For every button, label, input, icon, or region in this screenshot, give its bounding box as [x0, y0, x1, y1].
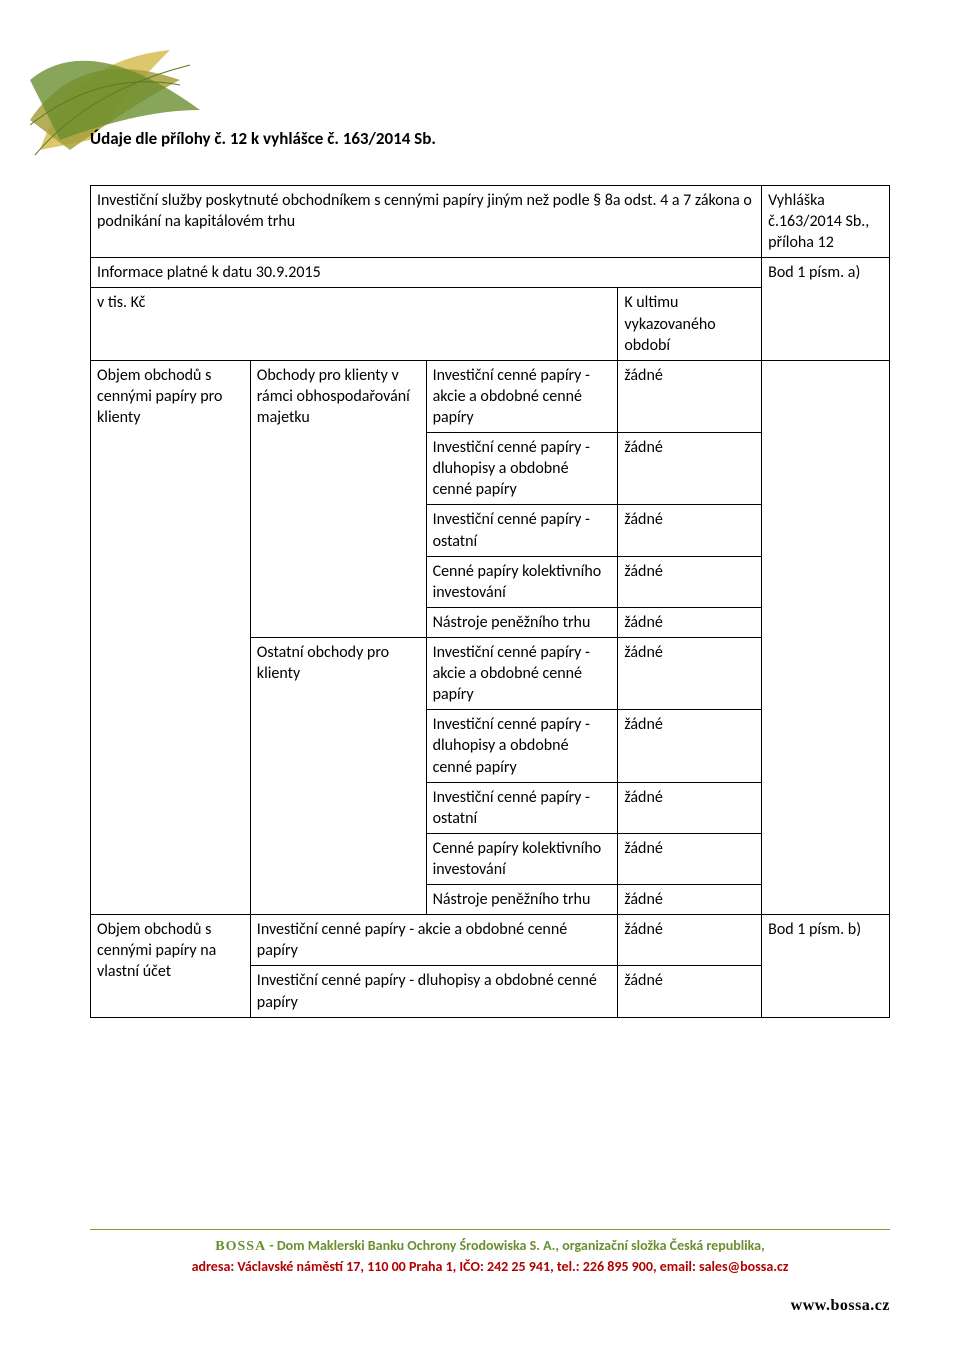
footer-rule — [90, 1229, 890, 1230]
footer-line-1: BOSSA - Dom Maklerski Banku Ochrony Środ… — [90, 1236, 890, 1257]
footer-url: www.bossa.cz — [90, 1295, 890, 1317]
ultimum-cell: K ultimu vykazovaného období — [618, 288, 762, 360]
value-cell: žádné — [618, 360, 762, 432]
value-cell: žádné — [618, 833, 762, 884]
section-2-label: Objem obchodů s cennými papíry na vlastn… — [91, 915, 251, 1017]
disclosure-table: Investiční služby poskytnuté obchodníkem… — [90, 185, 890, 1018]
value-cell: žádné — [618, 710, 762, 782]
value-cell: žádné — [618, 915, 762, 966]
instrument-cell: Investiční cenné papíry - dluhopisy a ob… — [250, 966, 618, 1017]
unit-cell: v tis. Kč — [91, 288, 618, 360]
instrument-cell: Investiční cenné papíry - ostatní — [426, 782, 618, 833]
header-title-cell: Investiční služby poskytnuté obchodníkem… — [91, 186, 762, 258]
ref-a-cont — [762, 360, 890, 914]
instrument-cell: Cenné papíry kolektivního investování — [426, 556, 618, 607]
footer-brand: BOSSA — [215, 1239, 266, 1254]
header-ref-cell: Vyhláška č.163/2014 Sb., příloha 12 — [762, 186, 890, 258]
section-1-label: Objem obchodů s cennými papíry pro klien… — [91, 360, 251, 914]
instrument-cell: Cenné papíry kolektivního investování — [426, 833, 618, 884]
instrument-cell: Nástroje peněžního trhu — [426, 885, 618, 915]
instrument-cell: Investiční cenné papíry - akcie a obdobn… — [426, 360, 618, 432]
value-cell: žádné — [618, 433, 762, 505]
instrument-cell: Investiční cenné papíry - ostatní — [426, 505, 618, 556]
info-date-cell: Informace platné k datu 30.9.2015 — [91, 258, 762, 288]
instrument-cell: Investiční cenné papíry - akcie a obdobn… — [250, 915, 618, 966]
value-cell: žádné — [618, 966, 762, 1017]
ref-a-cell: Bod 1 písm. a) — [762, 258, 890, 360]
group-1-label: Obchody pro klienty v rámci obhospodařov… — [250, 360, 426, 637]
page-footer: BOSSA - Dom Maklerski Banku Ochrony Środ… — [90, 1229, 890, 1317]
instrument-cell: Investiční cenné papíry - dluhopisy a ob… — [426, 710, 618, 782]
group-2-label: Ostatní obchody pro klienty — [250, 637, 426, 914]
instrument-cell: Nástroje peněžního trhu — [426, 607, 618, 637]
page-title: Údaje dle přílohy č. 12 k vyhlášce č. 16… — [90, 128, 890, 149]
value-cell: žádné — [618, 505, 762, 556]
value-cell: žádné — [618, 885, 762, 915]
instrument-cell: Investiční cenné papíry - akcie a obdobn… — [426, 637, 618, 709]
value-cell: žádné — [618, 637, 762, 709]
value-cell: žádné — [618, 782, 762, 833]
footer-line1-rest: - Dom Maklerski Banku Ochrony Środowiska… — [266, 1237, 764, 1254]
value-cell: žádné — [618, 607, 762, 637]
decorative-leaves — [30, 40, 210, 180]
ref-b-cell: Bod 1 písm. b) — [762, 915, 890, 1017]
value-cell: žádné — [618, 556, 762, 607]
instrument-cell: Investiční cenné papíry - dluhopisy a ob… — [426, 433, 618, 505]
footer-line-2: adresa: Václavské náměstí 17, 110 00 Pra… — [90, 1257, 890, 1277]
